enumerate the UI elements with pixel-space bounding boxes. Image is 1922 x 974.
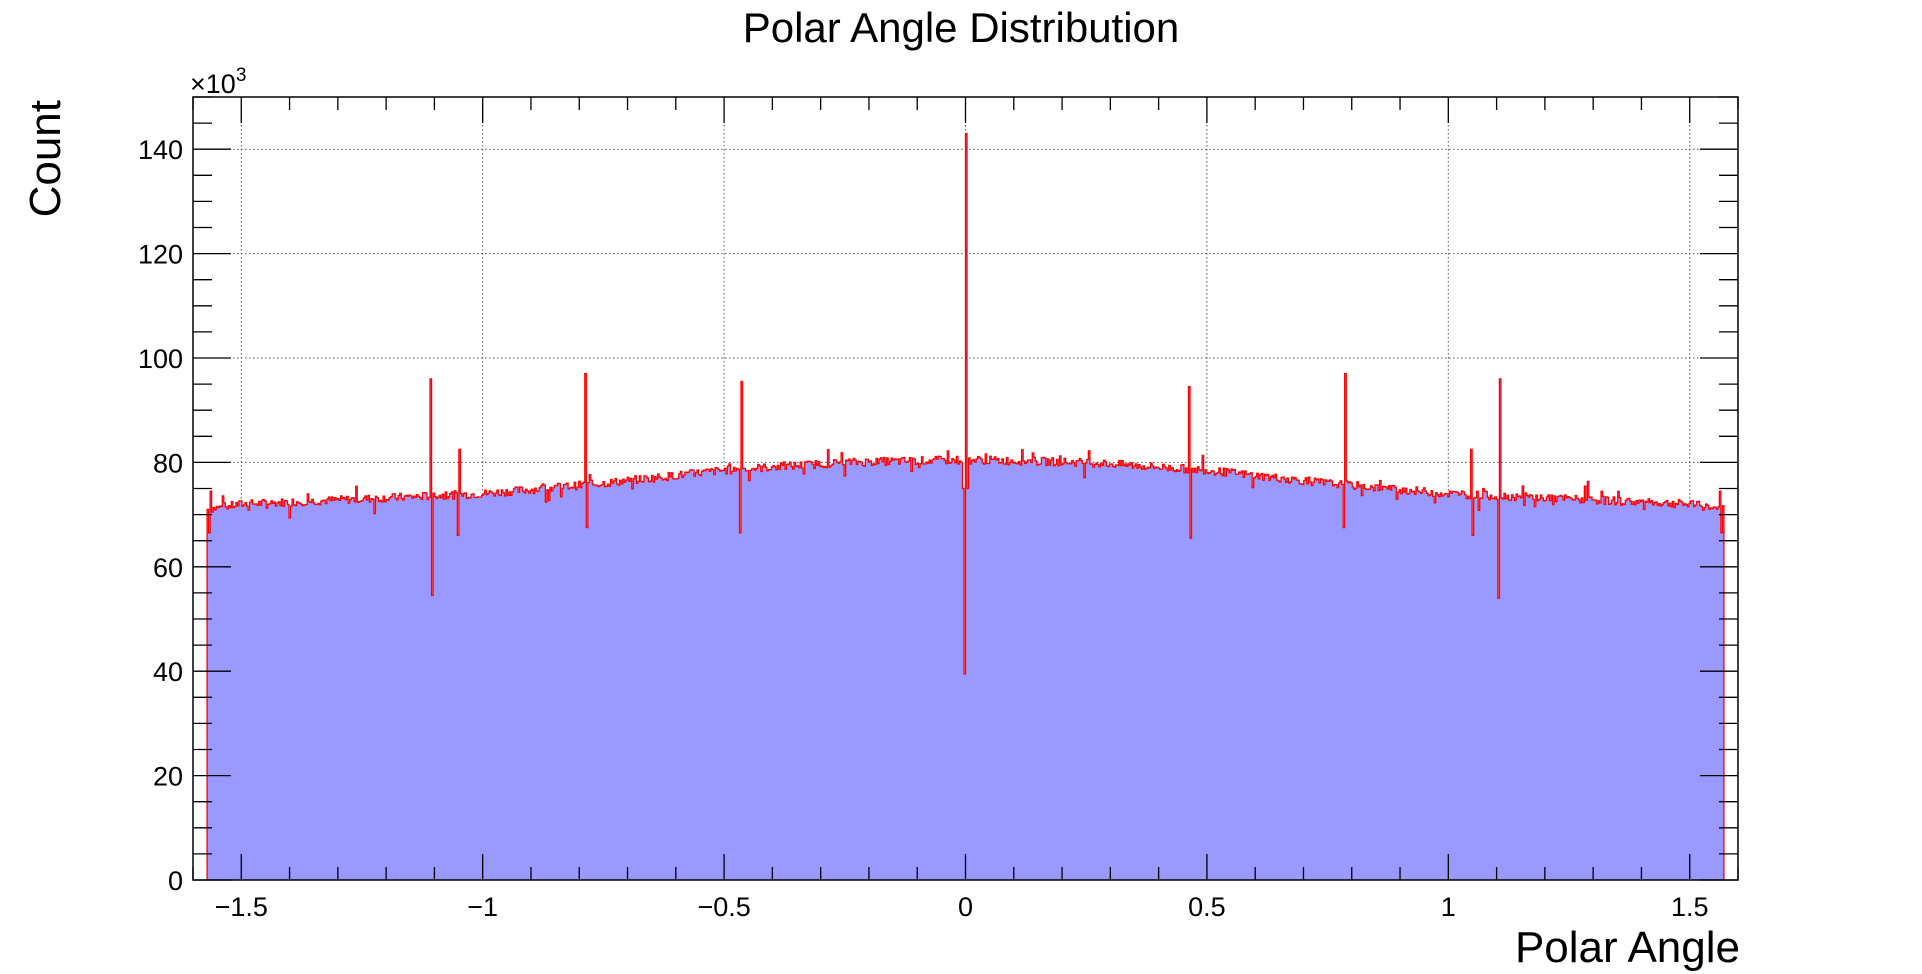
axes <box>192 96 1739 881</box>
tick-labels: −1.5 −1 −0.5 0 0.5 1 1.5 0 20 40 60 80 100 120 140 <box>138 135 1709 922</box>
y-axis-label: Count <box>21 100 70 217</box>
y-tick-label: 60 <box>153 553 183 583</box>
y-tick-label: 100 <box>138 344 183 374</box>
y-tick-label: 140 <box>138 135 183 165</box>
y-tick-label: 40 <box>153 657 183 687</box>
histogram-bars <box>206 132 1725 881</box>
y-tick-label: 20 <box>153 762 183 792</box>
x-tick-label: 0 <box>958 892 973 922</box>
y-tick-label: 80 <box>153 448 183 478</box>
x-tick-label: −1 <box>467 892 498 922</box>
y-tick-label: 0 <box>168 866 183 896</box>
y-multiplier-base: ×10 <box>190 69 236 99</box>
y-multiplier-label: ×103 <box>190 65 246 99</box>
x-axis-label: Polar Angle <box>1515 923 1740 972</box>
x-tick-label: 0.5 <box>1188 892 1226 922</box>
histogram-outline <box>206 132 1725 880</box>
x-tick-label: −0.5 <box>697 892 750 922</box>
y-tick-label: 120 <box>138 240 183 270</box>
y-multiplier-exponent: 3 <box>236 65 247 86</box>
x-tick-label: −1.5 <box>215 892 268 922</box>
chart-title: Polar Angle Distribution <box>743 4 1180 51</box>
x-tick-label: 1.5 <box>1671 892 1709 922</box>
x-tick-label: 1 <box>1441 892 1456 922</box>
